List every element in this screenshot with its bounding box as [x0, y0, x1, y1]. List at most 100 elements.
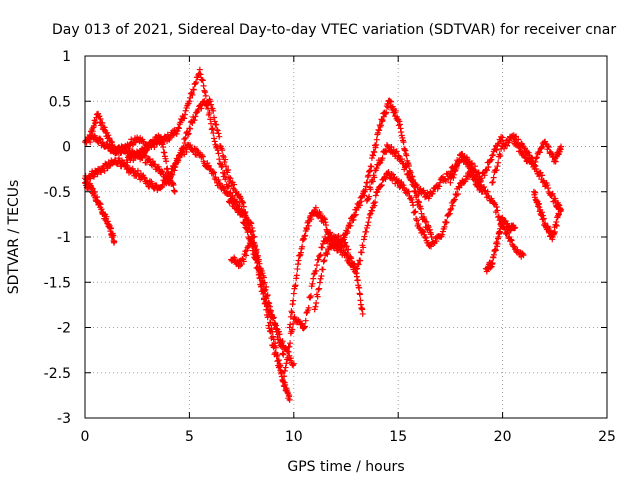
data-point — [376, 127, 383, 134]
data-point — [343, 243, 350, 250]
data-point — [412, 208, 419, 215]
x-tick-label: 5 — [185, 429, 194, 445]
data-point — [216, 180, 223, 187]
data-point — [360, 244, 367, 251]
data-point — [290, 360, 297, 367]
data-point — [171, 188, 178, 195]
data-point — [195, 106, 202, 113]
data-point — [310, 271, 317, 278]
data-point — [364, 222, 371, 229]
data-point — [388, 98, 395, 105]
data-point — [265, 322, 272, 329]
data-point — [167, 173, 174, 180]
data-point — [164, 131, 171, 138]
data-point — [252, 251, 259, 258]
data-point — [357, 257, 364, 264]
data-point — [264, 314, 271, 321]
data-point — [280, 351, 287, 358]
data-point — [282, 364, 289, 371]
data-point — [276, 363, 283, 370]
data-point — [410, 176, 417, 183]
data-point — [455, 159, 462, 166]
data-point — [213, 121, 220, 128]
data-point — [310, 275, 317, 282]
data-point — [305, 304, 312, 311]
data-point — [366, 214, 373, 221]
data-point — [267, 328, 274, 335]
data-point — [420, 229, 427, 236]
data-point — [216, 156, 223, 163]
data-point — [243, 252, 250, 259]
data-point — [393, 148, 400, 155]
data-point — [347, 222, 354, 229]
data-point — [243, 216, 250, 223]
data-point — [494, 240, 501, 247]
data-point — [207, 98, 214, 105]
data-point — [270, 344, 277, 351]
data-point — [249, 234, 256, 240]
data-point — [263, 306, 270, 313]
data-point — [411, 209, 418, 216]
x-tick-label: 20 — [494, 429, 512, 445]
data-point — [211, 118, 218, 125]
data-point — [210, 170, 217, 177]
data-point — [187, 142, 194, 149]
data-point — [493, 203, 500, 210]
data-point — [219, 147, 226, 154]
data-point — [373, 141, 380, 148]
data-point — [413, 217, 420, 224]
y-tick-label: 1 — [62, 49, 71, 65]
data-point — [185, 130, 192, 137]
data-point — [443, 219, 450, 226]
data-point — [173, 130, 180, 137]
data-point — [211, 138, 218, 145]
data-point — [373, 136, 380, 143]
data-point — [136, 153, 143, 160]
data-point — [264, 292, 271, 299]
data-point — [216, 133, 223, 140]
data-point — [430, 188, 437, 195]
data-point — [472, 163, 479, 170]
x-tick-label: 15 — [389, 429, 407, 445]
data-point — [450, 174, 457, 181]
data-point — [243, 247, 250, 254]
data-point — [364, 196, 371, 203]
data-point — [536, 173, 543, 180]
data-point — [181, 136, 188, 143]
data-point — [207, 116, 214, 123]
data-point — [366, 193, 373, 200]
data-point — [96, 135, 103, 142]
data-point — [373, 165, 380, 172]
data-point — [208, 101, 215, 108]
data-point — [545, 185, 552, 192]
data-point — [91, 188, 98, 195]
data-point — [240, 199, 247, 206]
data-point — [398, 156, 405, 163]
data-point — [492, 247, 499, 254]
data-point — [240, 258, 247, 265]
data-point — [260, 296, 267, 303]
data-point — [299, 320, 306, 327]
data-point — [532, 158, 539, 165]
series-sat-m — [510, 132, 565, 170]
data-point — [328, 244, 335, 251]
data-point — [243, 225, 250, 232]
data-point — [140, 174, 147, 181]
data-point — [155, 163, 162, 170]
y-tick-label: 0 — [62, 140, 71, 156]
data-point — [110, 232, 117, 239]
data-point — [453, 165, 460, 172]
data-point — [555, 211, 562, 218]
data-point — [477, 179, 484, 186]
data-point — [97, 116, 104, 123]
data-point — [405, 188, 412, 195]
data-point — [175, 125, 182, 132]
data-point — [210, 107, 217, 114]
data-point — [409, 173, 416, 180]
data-point — [209, 125, 216, 132]
data-point — [319, 266, 326, 273]
series-sat-k — [482, 214, 519, 275]
data-point — [275, 328, 282, 335]
data-point — [273, 353, 280, 360]
